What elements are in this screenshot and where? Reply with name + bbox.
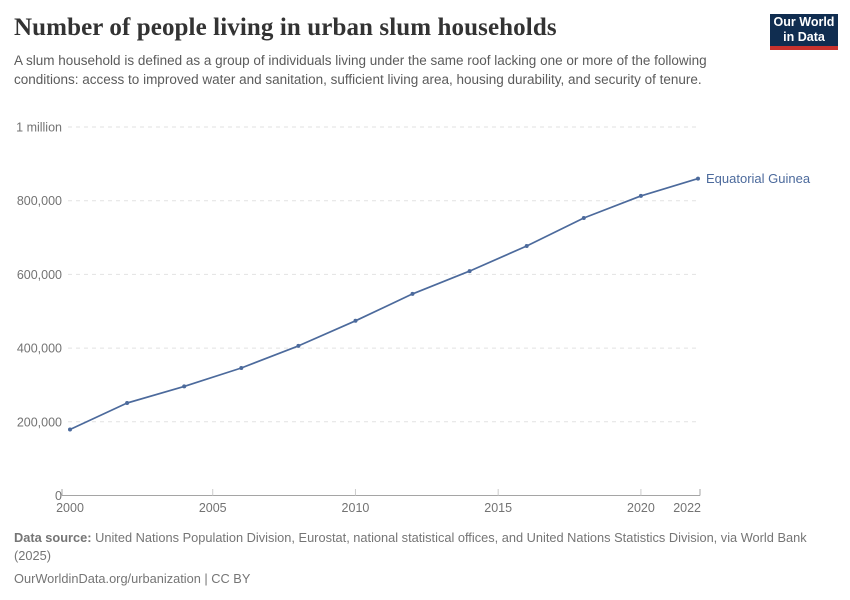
x-tick-label: 2010 bbox=[342, 501, 370, 515]
data-point-marker bbox=[68, 427, 72, 432]
data-point-marker bbox=[353, 318, 358, 323]
x-tick-label: 2020 bbox=[627, 501, 655, 515]
y-tick-label: 1 million bbox=[16, 121, 62, 135]
y-tick-label: 200,000 bbox=[17, 415, 62, 429]
data-point-marker bbox=[410, 291, 415, 296]
y-tick-label: 400,000 bbox=[17, 342, 62, 356]
data-source-line: Data source: United Nations Population D… bbox=[14, 529, 832, 565]
data-point-marker bbox=[182, 384, 187, 389]
data-point-marker bbox=[296, 343, 301, 348]
y-tick-label: 0 bbox=[55, 489, 62, 503]
y-tick-label: 800,000 bbox=[17, 194, 62, 208]
y-tick-label: 600,000 bbox=[17, 268, 62, 282]
chart-subtitle: A slum household is defined as a group o… bbox=[14, 53, 707, 87]
owid-logo-line1: Our World bbox=[773, 15, 835, 29]
data-point-marker bbox=[696, 176, 700, 181]
x-tick-label: 2022 bbox=[673, 501, 701, 515]
license-line[interactable]: OurWorldinData.org/urbanization | CC BY bbox=[14, 571, 251, 586]
x-tick-label: 2000 bbox=[56, 501, 84, 515]
data-point-marker bbox=[125, 401, 130, 405]
data-point-marker bbox=[239, 366, 244, 370]
entity-label[interactable]: Equatorial Guinea bbox=[706, 171, 811, 186]
data-point-marker bbox=[524, 244, 529, 248]
x-tick-label: 2005 bbox=[199, 501, 227, 515]
owid-logo-line2: in Data bbox=[783, 30, 825, 44]
data-point-marker bbox=[467, 269, 472, 274]
series-line bbox=[69, 177, 699, 431]
chart-footer: Data source: United Nations Population D… bbox=[14, 529, 832, 588]
data-source-text: United Nations Population Division, Euro… bbox=[14, 530, 807, 563]
chart-title: Number of people living in urban slum ho… bbox=[14, 14, 557, 41]
data-source-label: Data source: bbox=[14, 530, 92, 545]
data-point-marker bbox=[581, 216, 586, 220]
x-tick-label: 2015 bbox=[484, 501, 512, 515]
data-point-marker bbox=[638, 193, 643, 198]
owid-logo[interactable]: Our World in Data bbox=[770, 14, 838, 50]
